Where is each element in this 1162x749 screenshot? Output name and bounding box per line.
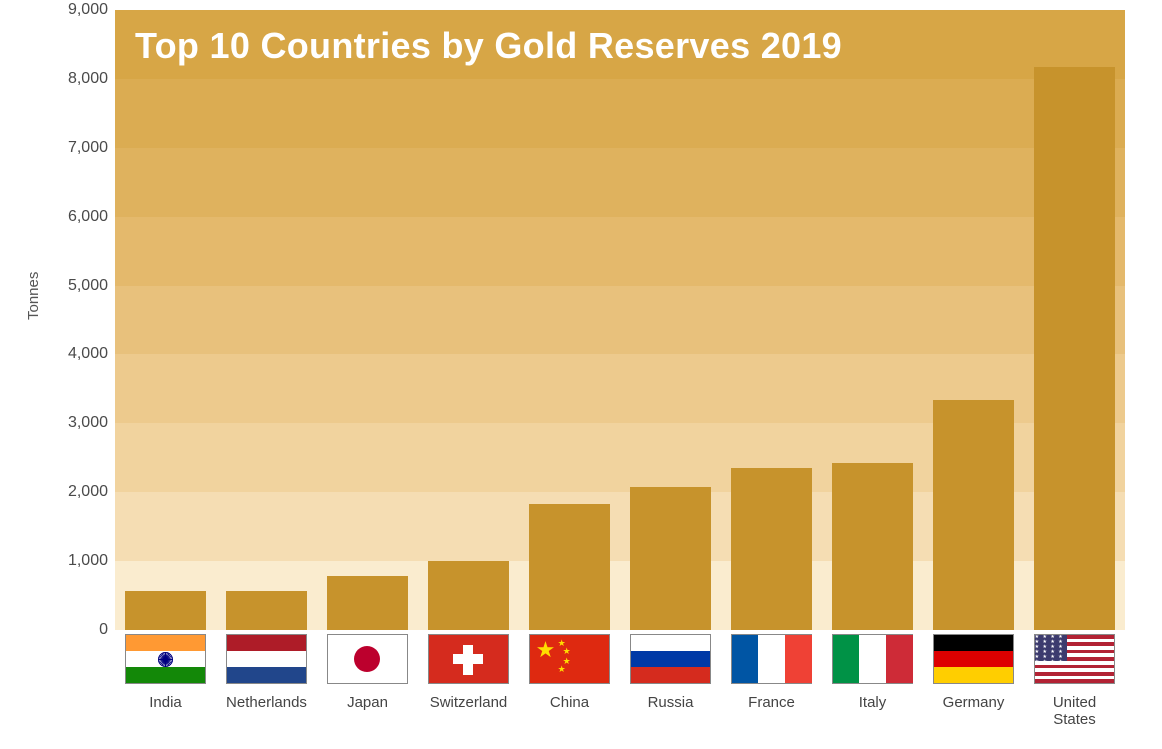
x-tick-label: China: [519, 694, 620, 711]
bar: [731, 468, 813, 630]
france-flag-icon: [731, 634, 813, 684]
y-tick-label: 5,000: [48, 277, 108, 295]
flag-slot: [822, 632, 923, 687]
flag-slot: [216, 632, 317, 687]
flag-slot: [923, 632, 1024, 687]
flag-slot: ★★★★★: [519, 632, 620, 687]
russia-flag-icon: [630, 634, 712, 684]
y-axis-label: Tonnes: [25, 272, 42, 320]
flag-slot: ★ ★ ★ ★ ★ ★ ★ ★ ★ ★ ★ ★ ★ ★ ★ ★ ★ ★ ★ ★ …: [1024, 632, 1125, 687]
flag-slot: [317, 632, 418, 687]
flag-row: ★★★★★ ★ ★ ★ ★ ★ ★ ★ ★ ★ ★ ★ ★ ★ ★ ★ ★ ★ ★…: [115, 632, 1125, 687]
germany-flag-icon: [933, 634, 1015, 684]
bar: [832, 463, 914, 630]
china-flag-icon: ★★★★★: [529, 634, 611, 684]
gold-reserves-chart: Tonnes 01,0002,0003,0004,0005,0006,0007,…: [40, 10, 1140, 740]
x-tick-label: France: [721, 694, 822, 711]
bar: [226, 591, 308, 630]
x-tick-label: Netherlands: [216, 694, 317, 711]
flag-slot: [721, 632, 822, 687]
bar: [1034, 67, 1116, 630]
x-tick-label: Russia: [620, 694, 721, 711]
x-tick-label: Italy: [822, 694, 923, 711]
x-tick-label: Switzerland: [418, 694, 519, 711]
y-tick-label: 4,000: [48, 345, 108, 363]
x-tick-label: India: [115, 694, 216, 711]
y-tick-label: 2,000: [48, 483, 108, 501]
usa-flag-icon: ★ ★ ★ ★ ★ ★ ★ ★ ★ ★ ★ ★ ★ ★ ★ ★ ★ ★ ★ ★ …: [1034, 634, 1116, 684]
y-tick-label: 8,000: [48, 70, 108, 88]
italy-flag-icon: [832, 634, 914, 684]
netherlands-flag-icon: [226, 634, 308, 684]
bar: [428, 561, 510, 630]
chart-title: Top 10 Countries by Gold Reserves 2019: [135, 25, 842, 67]
y-tick-label: 6,000: [48, 208, 108, 226]
y-tick-label: 7,000: [48, 139, 108, 157]
bar: [529, 504, 611, 630]
japan-flag-icon: [327, 634, 409, 684]
y-tick-label: 0: [48, 621, 108, 639]
y-tick-label: 1,000: [48, 552, 108, 570]
india-flag-icon: [125, 634, 207, 684]
bar: [630, 487, 712, 630]
bar: [933, 400, 1015, 630]
y-tick-label: 9,000: [48, 1, 108, 19]
switzerland-flag-icon: [428, 634, 510, 684]
y-tick-label: 3,000: [48, 414, 108, 432]
flag-slot: [418, 632, 519, 687]
bar: [327, 576, 409, 630]
flag-slot: [115, 632, 216, 687]
x-tick-label: Japan: [317, 694, 418, 711]
x-tick-label: UnitedStates: [1024, 694, 1125, 729]
bars-container: [115, 10, 1125, 630]
flag-slot: [620, 632, 721, 687]
bar: [125, 591, 207, 630]
x-tick-label: Germany: [923, 694, 1024, 711]
